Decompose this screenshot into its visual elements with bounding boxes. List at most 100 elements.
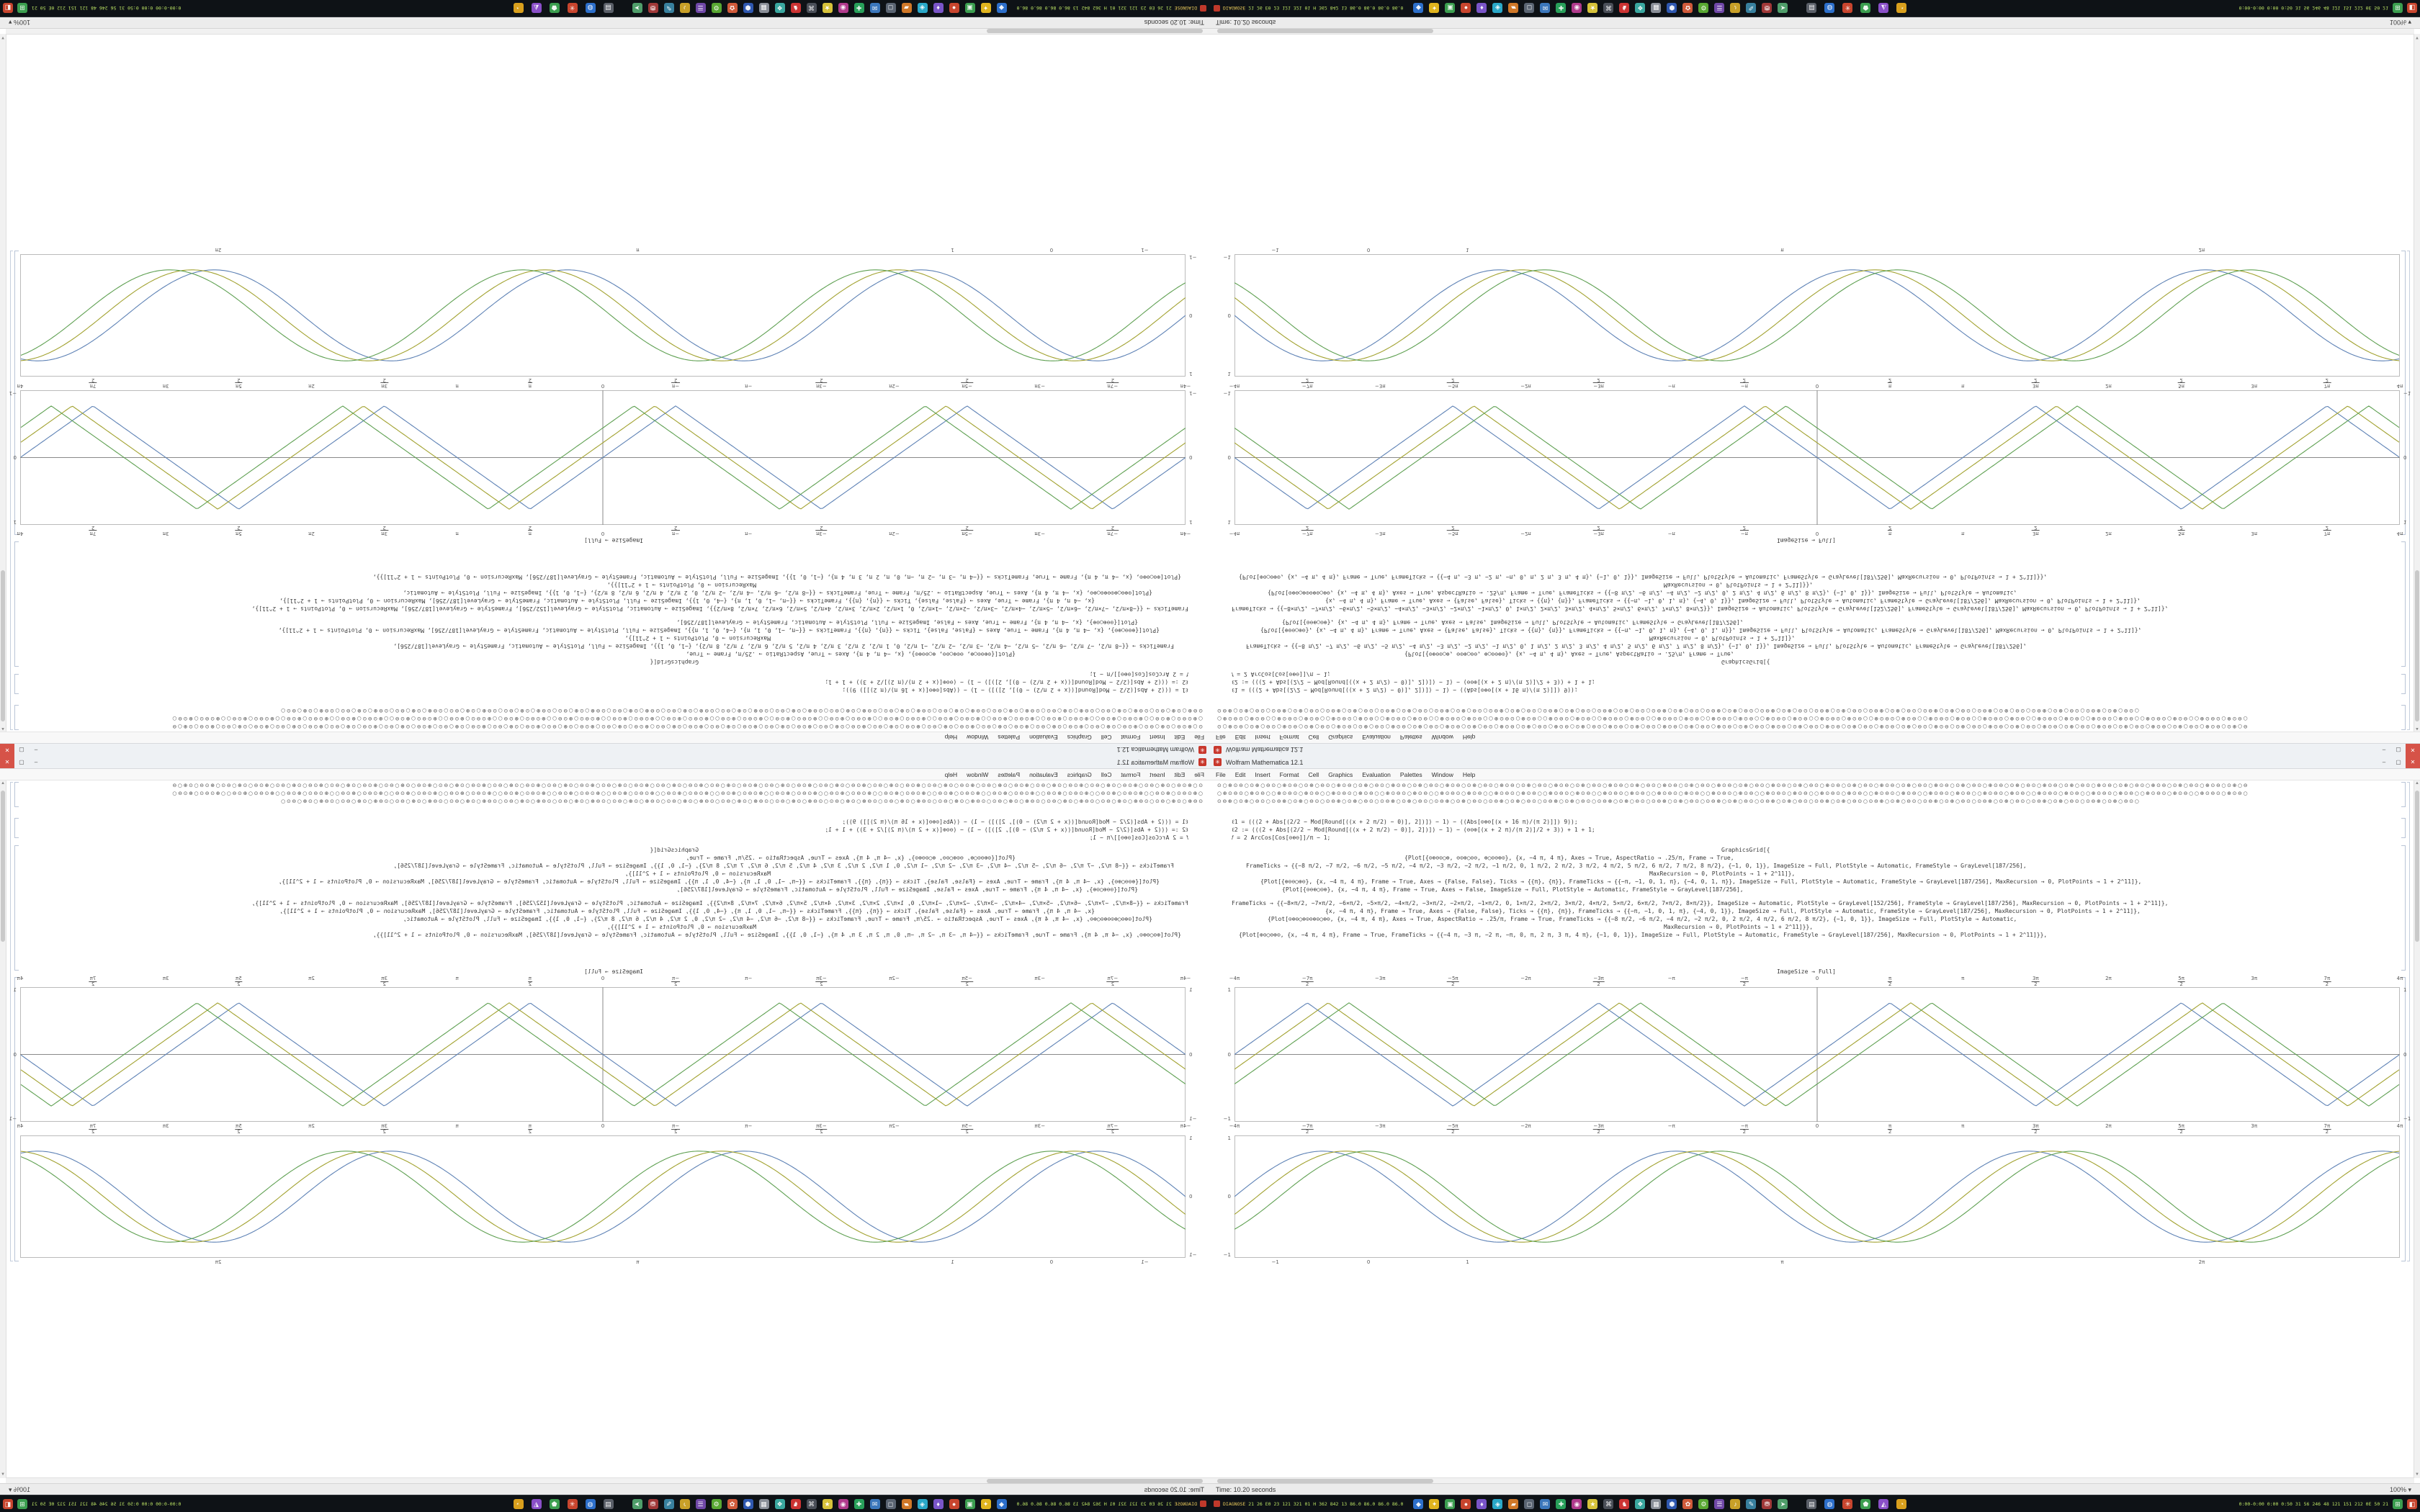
taskbar-app-icon[interactable]: ✎ bbox=[663, 3, 674, 14]
horizontal-scrollbar[interactable] bbox=[1210, 28, 2414, 35]
taskbar-app-icon[interactable]: ★ bbox=[822, 1498, 833, 1509]
taskbar-app-icon[interactable]: ✦ bbox=[980, 1498, 991, 1509]
taskbar-app-icon[interactable]: ⚙ bbox=[711, 3, 722, 14]
menu-palettes[interactable]: Palettes bbox=[1399, 734, 1422, 742]
scroll-down-arrow-icon[interactable]: ▼ bbox=[1, 35, 5, 40]
taskbar-app-icon[interactable]: ✚ bbox=[853, 3, 864, 14]
taskbar-app-icon[interactable]: ◉ bbox=[838, 3, 848, 14]
taskbar-app-icon[interactable]: ✿ bbox=[1682, 3, 1693, 14]
taskbar-app-icon[interactable]: ▤ bbox=[603, 3, 614, 14]
menu-cell[interactable]: Cell bbox=[1308, 770, 1319, 778]
menu-format[interactable]: Format bbox=[1279, 734, 1299, 742]
vertical-scrollbar-thumb[interactable] bbox=[2415, 570, 2419, 721]
taskbar-app-icon[interactable]: ◔ bbox=[513, 3, 524, 14]
menu-window[interactable]: Window bbox=[1431, 734, 1453, 742]
menu-window[interactable]: Window bbox=[967, 734, 989, 742]
menu-help[interactable]: Help bbox=[944, 734, 958, 742]
taskbar-app-icon[interactable]: ★ bbox=[1587, 3, 1598, 14]
menu-evaluation[interactable]: Evaluation bbox=[1362, 770, 1391, 778]
menu-format[interactable]: Format bbox=[1279, 770, 1299, 778]
notebook-area[interactable]: ⊙○⊕⊙⊖○⊙⊕○⊖⊙○⊕⊙⊖○⊙⊕○⊖⊙○⊕⊙⊖○⊙⊕○⊖⊙○⊕⊙⊖○⊙⊕○⊖… bbox=[1210, 780, 2414, 1478]
taskbar-app-icon[interactable]: ▣ bbox=[1445, 3, 1456, 14]
taskbar-app-icon[interactable]: ◈ bbox=[917, 3, 928, 14]
taskbar-app-icon[interactable]: ◧ bbox=[2407, 3, 2417, 14]
maximize-button[interactable]: ▢ bbox=[2396, 759, 2401, 765]
taskbar-app-icon[interactable]: ✿ bbox=[727, 3, 738, 14]
taskbar-app-icon[interactable]: ✳ bbox=[567, 1498, 578, 1509]
taskbar-app-icon[interactable]: ✳ bbox=[567, 3, 578, 14]
taskbar-app-icon[interactable]: ✦ bbox=[1429, 3, 1440, 14]
close-button[interactable]: ✕ bbox=[2406, 744, 2420, 756]
zoom-control[interactable]: 100% ▾ bbox=[9, 19, 31, 27]
maximize-button[interactable]: ▢ bbox=[19, 747, 24, 753]
notebook-area[interactable]: ⊙○⊕⊙⊖○⊙⊕○⊖⊙○⊕⊙⊖○⊙⊕○⊖⊙○⊕⊙⊖○⊙⊕○⊖⊙○⊕⊙⊖○⊙⊕○⊖… bbox=[6, 34, 1210, 732]
menu-format[interactable]: Format bbox=[1121, 770, 1141, 778]
taskbar-app-icon[interactable]: ◧ bbox=[3, 3, 13, 14]
taskbar-app-icon[interactable]: ⬟ bbox=[549, 1498, 560, 1509]
taskbar-app-icon[interactable]: ◔ bbox=[1896, 1498, 1907, 1509]
taskbar-app-icon[interactable]: ◈ bbox=[917, 1498, 928, 1509]
taskbar-app-icon[interactable]: ◔ bbox=[513, 1498, 524, 1509]
cell-bracket[interactable] bbox=[2401, 818, 2406, 838]
taskbar-app-icon[interactable]: ⬢ bbox=[743, 1498, 753, 1509]
taskbar-app-icon[interactable]: ⬟ bbox=[549, 3, 560, 14]
vertical-scrollbar-thumb[interactable] bbox=[1, 570, 5, 721]
cell-bracket[interactable] bbox=[14, 782, 19, 807]
cell-group-bracket[interactable] bbox=[10, 782, 13, 1261]
menu-help[interactable]: Help bbox=[1462, 734, 1476, 742]
taskbar-app-icon[interactable]: ◭ bbox=[1878, 3, 1889, 14]
taskbar-app-icon[interactable]: ▦ bbox=[1651, 3, 1662, 14]
taskbar-app-icon[interactable]: ⌘ bbox=[1603, 3, 1614, 14]
taskbar-app-icon[interactable]: ⬢ bbox=[1667, 3, 1677, 14]
taskbar-app-icon[interactable]: ♪ bbox=[679, 3, 690, 14]
menu-graphics[interactable]: Graphics bbox=[1328, 770, 1353, 778]
taskbar-app-icon[interactable]: ▦ bbox=[1651, 1498, 1662, 1509]
taskbar-app-icon[interactable]: ⊞ bbox=[17, 1498, 27, 1509]
taskbar-app-icon[interactable]: ☰ bbox=[695, 1498, 706, 1509]
cell-bracket[interactable] bbox=[2401, 782, 2406, 807]
horizontal-scrollbar-thumb[interactable] bbox=[987, 29, 1203, 33]
menu-palettes[interactable]: Palettes bbox=[1399, 770, 1422, 778]
menu-edit[interactable]: Edit bbox=[1174, 770, 1186, 778]
scroll-up-arrow-icon[interactable]: ▲ bbox=[1, 781, 5, 786]
taskbar-app-icon[interactable]: ⛃ bbox=[647, 1498, 658, 1509]
menu-file[interactable]: File bbox=[1216, 734, 1226, 742]
menu-edit[interactable]: Edit bbox=[1234, 734, 1246, 742]
taskbar-app-icon[interactable]: ◧ bbox=[2407, 1498, 2417, 1509]
horizontal-scrollbar[interactable] bbox=[1210, 1477, 2414, 1484]
taskbar-app-icon[interactable]: ▤ bbox=[1806, 1498, 1817, 1509]
zoom-control[interactable]: 100% ▾ bbox=[2389, 19, 2411, 27]
taskbar-app-icon[interactable]: ⚙ bbox=[1698, 3, 1709, 14]
taskbar-app-icon[interactable]: ✎ bbox=[1746, 1498, 1757, 1509]
cell-bracket[interactable] bbox=[2401, 977, 2406, 1261]
taskbar-app-icon[interactable]: ✚ bbox=[1556, 1498, 1567, 1509]
taskbar-app-icon[interactable]: ▦ bbox=[758, 3, 769, 14]
taskbar-app-icon[interactable]: ▣ bbox=[964, 1498, 975, 1509]
minimize-button[interactable]: – bbox=[2382, 747, 2386, 753]
taskbar-app-icon[interactable]: ◈ bbox=[1492, 3, 1503, 14]
taskbar-app-icon[interactable]: ❖ bbox=[774, 1498, 785, 1509]
taskbar-app-icon[interactable]: ⌘ bbox=[806, 3, 817, 14]
menu-insert[interactable]: Insert bbox=[1150, 734, 1165, 742]
minimize-button[interactable]: – bbox=[34, 747, 38, 753]
taskbar-app-icon[interactable]: ✿ bbox=[1682, 1498, 1693, 1509]
horizontal-scrollbar-thumb[interactable] bbox=[1217, 1479, 1433, 1483]
taskbar-app-icon[interactable]: ▰ bbox=[901, 1498, 912, 1509]
taskbar-app-icon[interactable]: ♪ bbox=[679, 1498, 690, 1509]
menu-insert[interactable]: Insert bbox=[1255, 734, 1270, 742]
taskbar-app-icon[interactable]: ⬢ bbox=[743, 3, 753, 14]
taskbar-app-icon[interactable]: ▣ bbox=[1445, 1498, 1456, 1509]
taskbar-app-icon[interactable]: ◍ bbox=[1824, 3, 1835, 14]
taskbar-app-icon[interactable]: ✎ bbox=[1746, 3, 1757, 14]
vertical-scrollbar-thumb[interactable] bbox=[2415, 791, 2419, 942]
taskbar-app-icon[interactable]: ☰ bbox=[1714, 1498, 1725, 1509]
taskbar-app-icon[interactable]: ▤ bbox=[1806, 3, 1817, 14]
taskbar-app-icon[interactable]: ◍ bbox=[585, 1498, 596, 1509]
vertical-scrollbar[interactable]: ▲ ▼ bbox=[2414, 34, 2420, 732]
taskbar-app-icon[interactable]: ◍ bbox=[1824, 1498, 1835, 1509]
menu-edit[interactable]: Edit bbox=[1174, 734, 1186, 742]
menu-file[interactable]: File bbox=[1216, 770, 1226, 778]
menu-cell[interactable]: Cell bbox=[1101, 770, 1112, 778]
cell-bracket[interactable] bbox=[14, 674, 19, 694]
taskbar-app-icon[interactable]: ☰ bbox=[1714, 3, 1725, 14]
